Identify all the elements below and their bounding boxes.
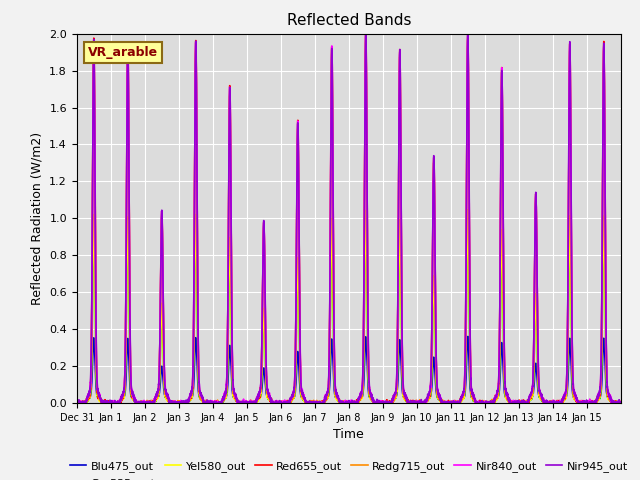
Redg715_out xyxy=(73,399,81,405)
Y-axis label: Reflected Radiation (W/m2): Reflected Radiation (W/m2) xyxy=(31,132,44,305)
Yel580_out xyxy=(498,229,506,235)
Line: Nir945_out: Nir945_out xyxy=(77,33,621,403)
Nir840_out xyxy=(398,336,406,342)
Blu475_out xyxy=(539,398,547,404)
Line: Red655_out: Red655_out xyxy=(77,31,621,403)
Line: Grn535_out: Grn535_out xyxy=(77,219,621,403)
Nir945_out xyxy=(73,400,81,406)
Grn535_out xyxy=(73,400,81,406)
Red655_out xyxy=(398,338,406,344)
Nir840_out xyxy=(186,394,193,400)
Yel580_out xyxy=(464,207,472,213)
Yel580_out xyxy=(398,362,406,368)
Blu475_out xyxy=(617,400,625,406)
Blu475_out xyxy=(186,397,193,403)
Redg715_out xyxy=(539,397,547,403)
Red655_out xyxy=(369,397,377,403)
Nir945_out xyxy=(398,345,406,350)
Nir840_out xyxy=(525,397,532,403)
Red655_out xyxy=(525,400,532,406)
Redg715_out xyxy=(617,400,625,406)
Red655_out xyxy=(617,399,625,405)
Blu475_out xyxy=(73,400,81,406)
Yel580_out xyxy=(525,398,532,404)
Grn535_out xyxy=(464,216,472,222)
Nir945_out xyxy=(362,30,370,36)
Red655_out xyxy=(186,395,193,400)
Redg715_out xyxy=(73,400,81,406)
Blu475_out xyxy=(369,399,377,405)
Legend: Blu475_out, Grn535_out, Yel580_out, Red655_out, Redg715_out, Nir840_out, Nir945_: Blu475_out, Grn535_out, Yel580_out, Red6… xyxy=(65,457,632,480)
Redg715_out xyxy=(398,339,406,345)
Nir840_out xyxy=(539,397,547,403)
Nir840_out xyxy=(499,77,506,83)
Yel580_out xyxy=(369,399,377,405)
Redg715_out xyxy=(525,396,532,402)
Blu475_out xyxy=(525,398,532,404)
Blu475_out xyxy=(73,400,81,406)
Grn535_out xyxy=(525,398,532,404)
Blu475_out xyxy=(499,341,506,347)
Yel580_out xyxy=(617,400,625,406)
Title: Reflected Bands: Reflected Bands xyxy=(287,13,411,28)
Red655_out xyxy=(362,28,369,34)
Grn535_out xyxy=(369,397,377,403)
Nir945_out xyxy=(539,397,547,403)
Nir840_out xyxy=(369,396,377,402)
Grn535_out xyxy=(539,397,547,403)
Nir945_out xyxy=(186,394,193,400)
Line: Redg715_out: Redg715_out xyxy=(77,39,621,403)
Nir840_out xyxy=(73,400,81,406)
Yel580_out xyxy=(186,397,193,403)
Nir840_out xyxy=(464,31,472,36)
Nir840_out xyxy=(73,400,81,406)
Text: VR_arable: VR_arable xyxy=(88,46,158,59)
Nir945_out xyxy=(73,400,81,406)
Nir945_out xyxy=(617,399,625,405)
Grn535_out xyxy=(498,237,506,242)
Line: Nir840_out: Nir840_out xyxy=(77,34,621,403)
Nir945_out xyxy=(525,397,532,403)
Blu475_out xyxy=(464,334,472,339)
Yel580_out xyxy=(539,398,547,404)
Blu475_out xyxy=(398,385,406,391)
Nir945_out xyxy=(499,79,506,85)
Nir945_out xyxy=(369,396,377,402)
X-axis label: Time: Time xyxy=(333,429,364,442)
Nir840_out xyxy=(617,399,625,405)
Yel580_out xyxy=(73,400,81,406)
Red655_out xyxy=(73,400,81,406)
Redg715_out xyxy=(369,397,377,403)
Red655_out xyxy=(539,396,547,402)
Redg715_out xyxy=(499,87,506,93)
Red655_out xyxy=(498,69,506,75)
Redg715_out xyxy=(464,36,472,42)
Line: Blu475_out: Blu475_out xyxy=(77,336,621,403)
Grn535_out xyxy=(617,400,625,406)
Line: Yel580_out: Yel580_out xyxy=(77,210,621,403)
Grn535_out xyxy=(186,397,193,403)
Grn535_out xyxy=(398,363,406,369)
Redg715_out xyxy=(186,396,193,401)
